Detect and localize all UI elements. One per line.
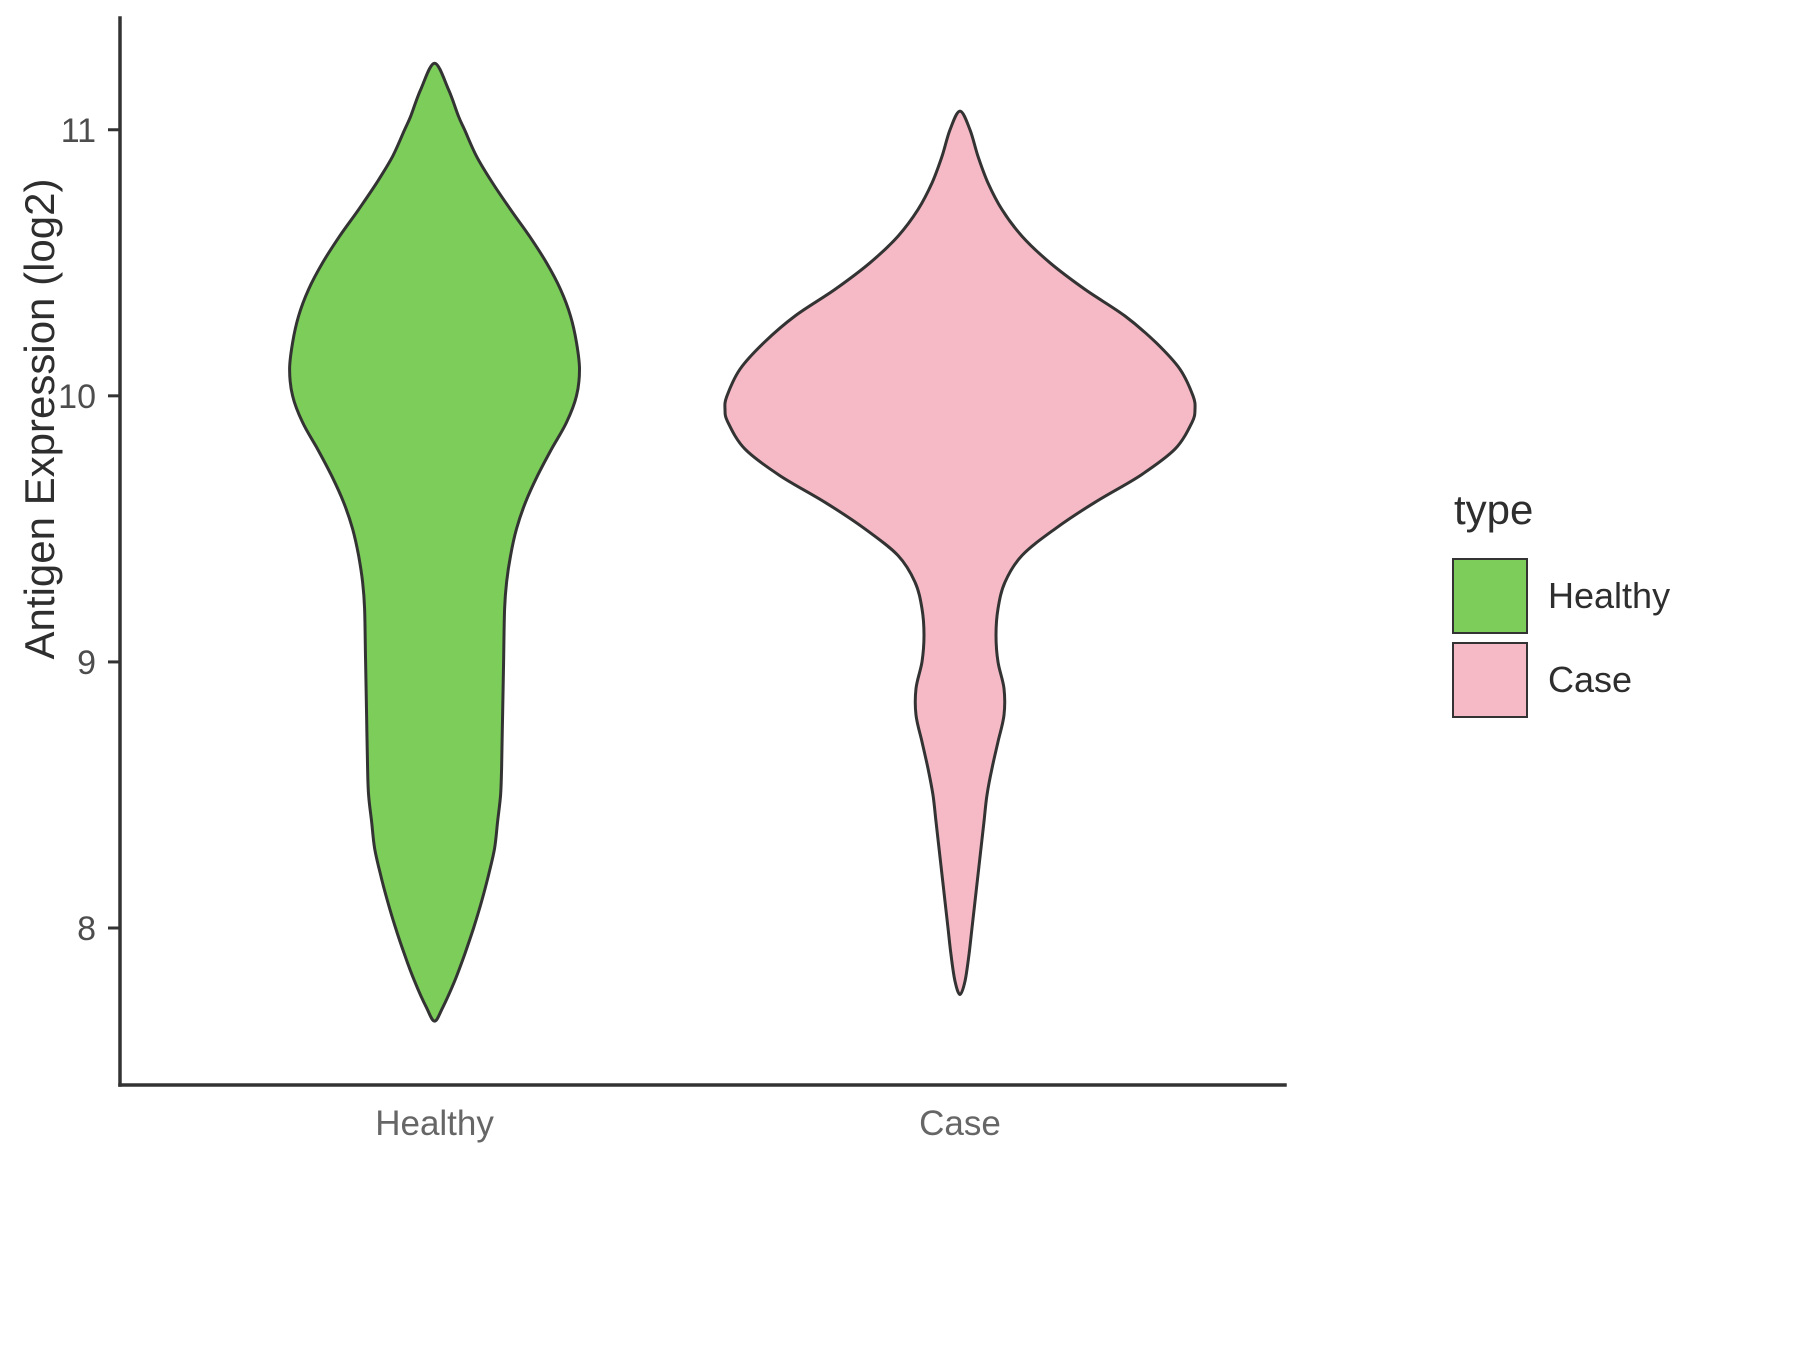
violin-case — [723, 109, 1197, 996]
x-category-label: Case — [919, 1104, 1001, 1143]
y-tick-label: 10 — [58, 378, 96, 416]
y-tick-label: 11 — [61, 112, 96, 150]
legend-swatch-healthy — [1452, 558, 1528, 634]
x-category-label: Healthy — [375, 1104, 494, 1143]
y-tick-label: 9 — [77, 644, 96, 682]
legend: type Healthy Case — [1452, 486, 1670, 722]
legend-swatch-case — [1452, 642, 1528, 718]
violin-healthy — [288, 61, 581, 1023]
legend-items: Healthy Case — [1452, 554, 1670, 722]
legend-title: type — [1454, 486, 1534, 533]
legend-item-label: Case — [1548, 659, 1633, 700]
legend-item-label: Healthy — [1548, 575, 1671, 616]
y-tick-label: 8 — [77, 910, 96, 948]
legend-item: Case — [1452, 638, 1670, 722]
legend-item: Healthy — [1452, 554, 1670, 638]
y-axis-title: Antigen Expression (log2) — [16, 178, 63, 660]
